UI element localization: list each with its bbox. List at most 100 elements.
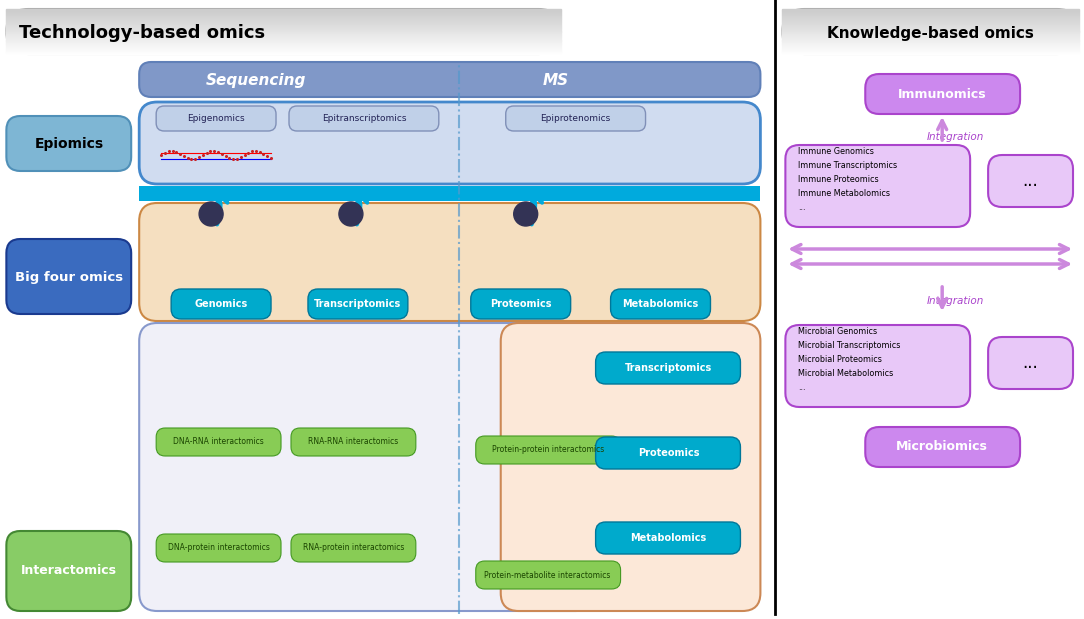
Bar: [7, 29, 560, 30]
Text: Immune Transcriptomics: Immune Transcriptomics: [798, 160, 898, 170]
Bar: [7, 10, 560, 11]
Bar: [7, 15, 560, 16]
Bar: [783, 51, 1079, 52]
Bar: [7, 50, 560, 51]
FancyBboxPatch shape: [989, 337, 1073, 389]
Bar: [7, 22, 560, 24]
Bar: [783, 16, 1079, 17]
Bar: [783, 30, 1079, 32]
Text: Microbial Proteomics: Microbial Proteomics: [798, 355, 882, 363]
Bar: [7, 16, 560, 17]
Bar: [7, 30, 560, 32]
FancyBboxPatch shape: [156, 106, 276, 131]
Bar: [783, 32, 1079, 33]
FancyBboxPatch shape: [291, 534, 416, 562]
Text: Immune Proteomics: Immune Proteomics: [798, 175, 879, 183]
Text: ...: ...: [798, 202, 805, 212]
FancyBboxPatch shape: [7, 9, 560, 54]
Text: ...: ...: [1022, 172, 1038, 190]
Bar: [7, 35, 560, 36]
Bar: [7, 40, 560, 41]
Bar: [783, 42, 1079, 43]
FancyBboxPatch shape: [139, 102, 760, 184]
FancyBboxPatch shape: [476, 436, 620, 464]
Circle shape: [199, 202, 223, 226]
Bar: [783, 49, 1079, 50]
Bar: [7, 49, 560, 50]
Bar: [783, 38, 1079, 39]
Bar: [7, 9, 560, 10]
Text: Metabolomics: Metabolomics: [622, 298, 699, 308]
FancyBboxPatch shape: [595, 522, 740, 554]
FancyBboxPatch shape: [476, 561, 620, 589]
FancyBboxPatch shape: [291, 428, 416, 456]
Bar: [783, 53, 1079, 54]
FancyBboxPatch shape: [610, 289, 710, 319]
Bar: [783, 45, 1079, 46]
Bar: [783, 18, 1079, 19]
Circle shape: [339, 202, 363, 226]
Bar: [783, 39, 1079, 40]
Text: Microbial Transcriptomics: Microbial Transcriptomics: [798, 340, 901, 350]
Bar: [7, 38, 560, 39]
Bar: [783, 43, 1079, 44]
Bar: [783, 27, 1079, 28]
Bar: [7, 20, 560, 22]
Text: RNA-protein interactomics: RNA-protein interactomics: [302, 542, 404, 552]
Text: Epitranscriptomics: Epitranscriptomics: [322, 114, 406, 123]
Text: ...: ...: [1022, 354, 1038, 372]
Text: Metabolomics: Metabolomics: [631, 533, 707, 543]
Bar: [783, 46, 1079, 47]
Bar: [7, 19, 560, 20]
Text: Immune Genomics: Immune Genomics: [798, 147, 874, 155]
Bar: [7, 42, 560, 43]
Bar: [783, 26, 1079, 27]
Text: Integration: Integration: [927, 296, 984, 306]
Bar: [783, 36, 1079, 37]
Bar: [7, 32, 560, 33]
Bar: [7, 47, 560, 48]
Bar: [783, 35, 1079, 36]
Text: Genomics: Genomics: [194, 298, 248, 308]
Text: Proteomics: Proteomics: [490, 298, 552, 308]
Text: ...: ...: [798, 383, 805, 391]
FancyBboxPatch shape: [7, 239, 131, 314]
Text: DNA-protein interactomics: DNA-protein interactomics: [168, 542, 270, 552]
FancyBboxPatch shape: [308, 289, 408, 319]
FancyBboxPatch shape: [989, 155, 1073, 207]
FancyBboxPatch shape: [783, 9, 1079, 54]
Bar: [783, 19, 1079, 20]
FancyBboxPatch shape: [171, 289, 271, 319]
Bar: [783, 29, 1079, 30]
Text: RNA-RNA interactomics: RNA-RNA interactomics: [308, 436, 399, 446]
Text: Microbial Metabolomics: Microbial Metabolomics: [798, 368, 893, 378]
Text: Knowledge-based omics: Knowledge-based omics: [827, 26, 1034, 41]
Text: Proteomics: Proteomics: [637, 448, 699, 458]
Text: Microbiomics: Microbiomics: [896, 441, 989, 454]
Text: Integration: Integration: [927, 132, 984, 142]
FancyBboxPatch shape: [865, 427, 1020, 467]
FancyBboxPatch shape: [506, 106, 646, 131]
Bar: [783, 33, 1079, 34]
Text: Technology-based omics: Technology-based omics: [20, 25, 266, 43]
Bar: [7, 14, 560, 15]
Bar: [783, 40, 1079, 41]
Bar: [7, 12, 560, 14]
Bar: [7, 27, 560, 28]
Bar: [7, 41, 560, 42]
Bar: [783, 15, 1079, 16]
Bar: [783, 11, 1079, 12]
Text: Transcriptomics: Transcriptomics: [314, 298, 401, 308]
Bar: [7, 51, 560, 52]
Text: Epiomics: Epiomics: [35, 137, 104, 150]
Bar: [7, 18, 560, 19]
Bar: [7, 11, 560, 12]
Text: Immune Metabolomics: Immune Metabolomics: [798, 189, 890, 197]
Text: DNA-RNA interactomics: DNA-RNA interactomics: [173, 436, 264, 446]
Text: Transcriptomics: Transcriptomics: [624, 363, 712, 373]
Text: Immunomics: Immunomics: [898, 87, 986, 100]
Bar: [783, 20, 1079, 22]
Bar: [7, 52, 560, 53]
Bar: [783, 34, 1079, 35]
Bar: [783, 48, 1079, 49]
